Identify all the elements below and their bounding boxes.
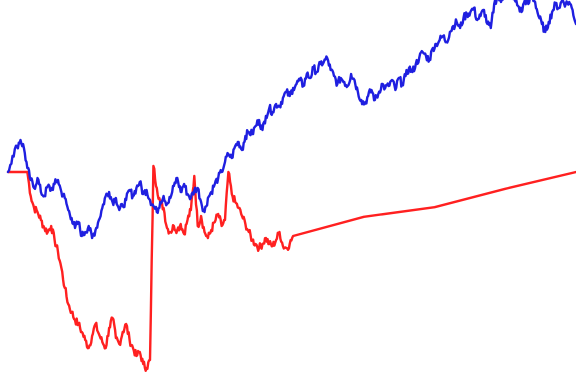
series-line-red [6,164,576,372]
series-line-blue [6,0,576,240]
series-layer [6,0,576,372]
